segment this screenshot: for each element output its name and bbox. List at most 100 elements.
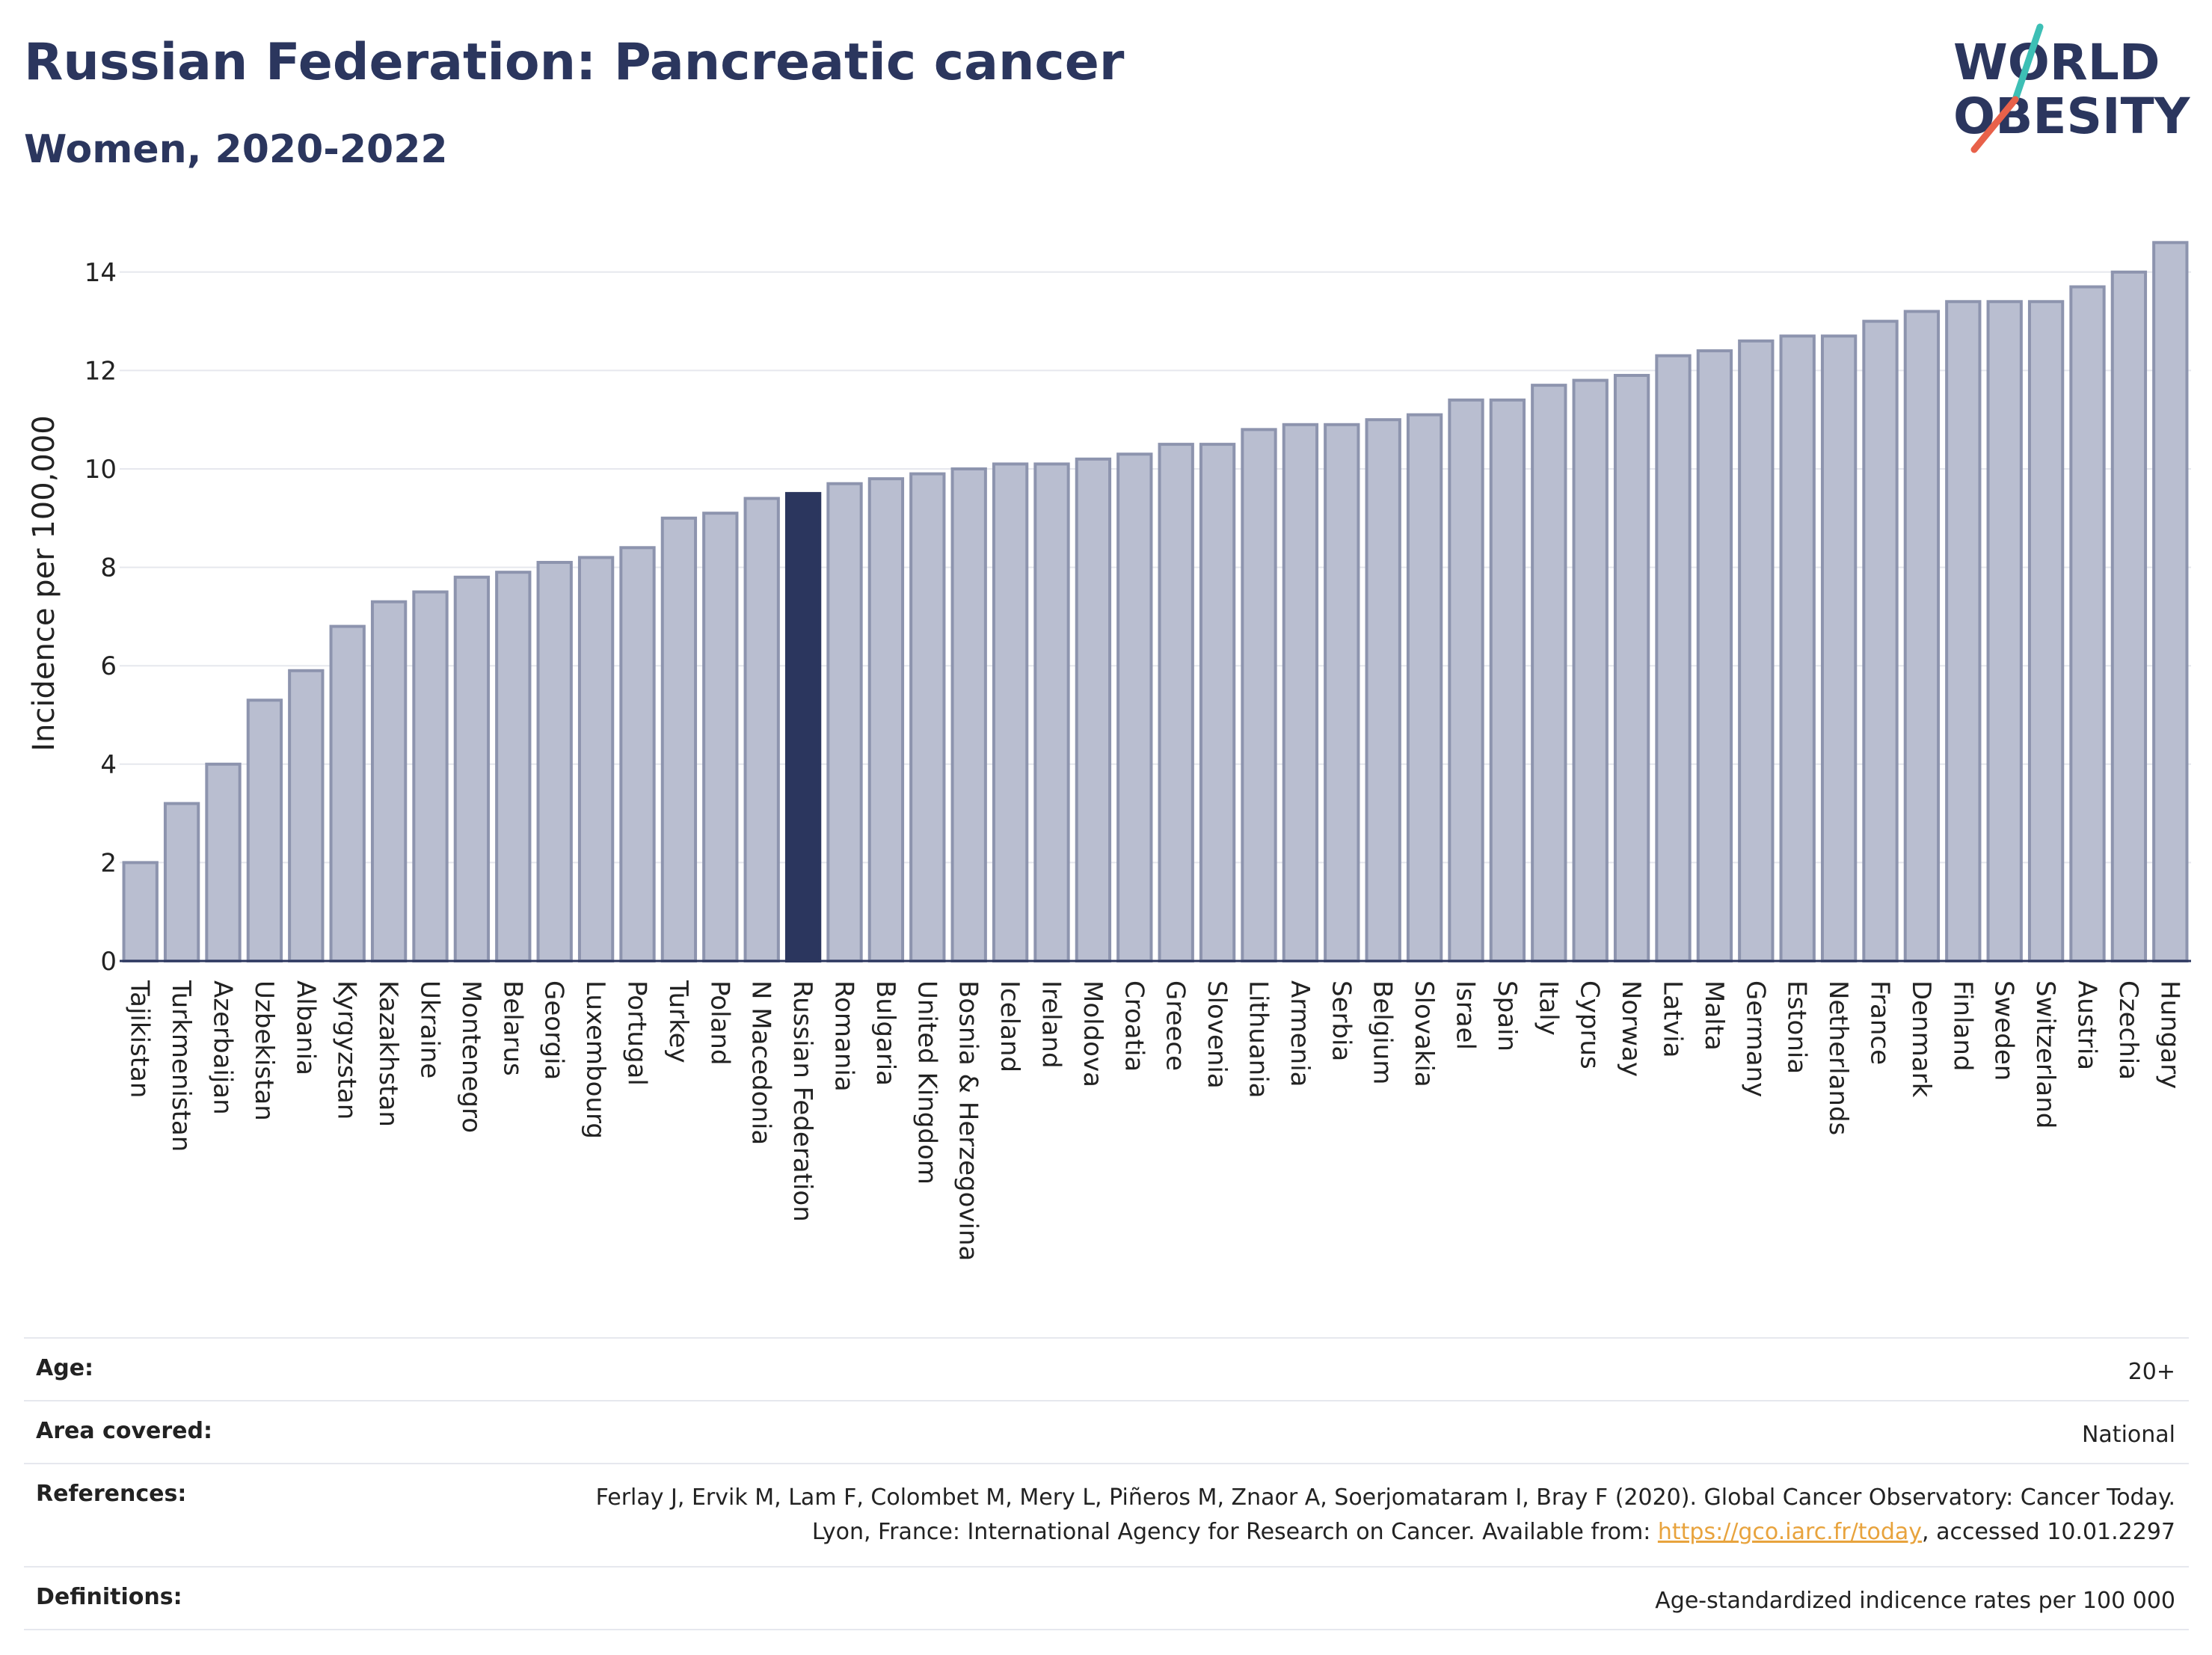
bar [329, 624, 366, 962]
bar [122, 861, 159, 963]
bar [246, 698, 283, 962]
x-tick-label: Belgium [1368, 980, 1398, 1084]
x-tick-label: Serbia [1326, 980, 1356, 1061]
x-tick-label: Ukraine [415, 980, 445, 1078]
bar [370, 600, 408, 962]
x-tick-label: France [1865, 980, 1895, 1065]
bar [1531, 384, 1567, 962]
x-tick-label: Russian Federation [787, 980, 817, 1222]
age-value: 20+ [2127, 1359, 2175, 1385]
x-tick-label: Czechia [2113, 980, 2143, 1080]
bar [1820, 334, 1858, 962]
x-tick-label: Croatia [1119, 980, 1149, 1072]
x-tick-label: Tajikistan [125, 980, 155, 1098]
bar [909, 472, 946, 962]
bar [536, 561, 573, 962]
chart-title: Russian Federation: Pancreatic cancer [24, 33, 1125, 92]
bar [1365, 418, 1401, 962]
y-tick-label: 12 [85, 356, 117, 386]
x-tick-label: Bulgaria [870, 980, 900, 1086]
x-tick-label: Kyrgyzstan [332, 980, 362, 1120]
x-tick-label: Denmark [1906, 980, 1936, 1098]
x-tick-label: Montenegro [456, 980, 486, 1133]
x-tick-label: Cyprus [1575, 980, 1605, 1069]
bar [1241, 428, 1277, 962]
bar [1613, 373, 1650, 963]
logo-slash-coral [1970, 96, 2019, 153]
bar [1075, 457, 1112, 962]
bar [1779, 334, 1816, 962]
bar [1738, 339, 1775, 963]
x-tick-label: Israel [1451, 980, 1481, 1050]
bar [1696, 349, 1733, 962]
x-tick-label: United Kingdom [912, 980, 941, 1185]
bar [412, 590, 449, 962]
x-tick-label: Moldova [1078, 980, 1107, 1087]
metadata-table: Age: 20+ Area covered: National Referenc… [24, 1337, 2189, 1630]
x-tick-label: Sweden [1989, 980, 2019, 1081]
x-tick-label: Georgia [539, 980, 569, 1080]
x-tick-label: Armenia [1285, 980, 1315, 1087]
y-axis-title: Incidence per 100,000 [27, 415, 61, 752]
references-text: Ferlay J, Ervik M, Lam F, Colombet M, Me… [595, 1484, 2175, 1545]
bar [1655, 354, 1692, 963]
bar [2069, 285, 2106, 963]
x-tick-label: Belarus [497, 980, 527, 1076]
bar [1406, 413, 1443, 962]
x-tick-label: Iceland [995, 980, 1024, 1072]
bar [1199, 443, 1236, 962]
x-tick-label: Slovenia [1202, 980, 1232, 1089]
x-tick-label: Ireland [1036, 980, 1066, 1069]
x-tick-label: Italy [1533, 980, 1563, 1036]
bar [1033, 462, 1070, 962]
x-tick-label: Estonia [1782, 980, 1812, 1074]
area-covered-label: Area covered: [36, 1418, 212, 1444]
bar [1282, 423, 1319, 962]
bar-chart: 0 2 4 6 8 10 12 14 Incidence per 100,000 Tajikist… [27, 241, 2191, 1261]
x-tick-label: Norway [1616, 980, 1646, 1077]
x-tick-label: Germany [1740, 980, 1770, 1097]
bar [1158, 443, 1194, 962]
meta-row-references: References: Ferlay J, Ervik M, Lam F, Co… [24, 1463, 2189, 1566]
bar [660, 516, 698, 962]
x-tick-label: Malta [1699, 980, 1729, 1051]
bar [992, 462, 1029, 962]
x-tick-label: Hungary [2154, 980, 2184, 1089]
bar [950, 467, 987, 962]
references-accessed: , accessed 10.01.2297 [1922, 1519, 2175, 1545]
logo-line-2: OBESITY [1953, 87, 2191, 145]
x-tick-label: Kazakhstan [373, 980, 403, 1127]
x-tick-label: Luxembourg [580, 980, 610, 1139]
x-tick-label: Netherlands [1823, 980, 1853, 1135]
y-tick-label: 14 [85, 258, 117, 288]
bar [1116, 452, 1153, 962]
definitions-label: Definitions: [36, 1584, 182, 1610]
meta-row-age: Age: 20+ [24, 1337, 2189, 1400]
bar [619, 546, 656, 962]
bar [205, 762, 242, 962]
bar [453, 575, 491, 962]
x-tick-label: Switzerland [2030, 980, 2060, 1129]
x-tick-label: Uzbekistan [249, 980, 279, 1121]
bar [2027, 300, 2065, 962]
y-tick-label: 2 [100, 848, 117, 878]
meta-row-area: Area covered: National [24, 1400, 2189, 1463]
x-tick-label: N Macedonia [746, 980, 776, 1145]
bar [1572, 378, 1609, 962]
chart-subtitle: Women, 2020-2022 [24, 127, 448, 172]
logo-slash-teal [2012, 23, 2044, 103]
x-tick-label: Finland [1947, 980, 1977, 1072]
bar [2152, 241, 2189, 962]
bar [702, 512, 739, 962]
references-value: Ferlay J, Ervik M, Lam F, Colombet M, Me… [530, 1481, 2175, 1550]
x-tick-label: Albania [290, 980, 320, 1075]
bar [163, 802, 200, 962]
bar [1324, 423, 1360, 962]
references-link[interactable]: https://gco.iarc.fr/today [1657, 1519, 1923, 1545]
age-label: Age: [36, 1355, 94, 1381]
x-tick-label: Turkmenistan [166, 980, 196, 1152]
bar [1986, 300, 2023, 962]
bar [1489, 398, 1526, 962]
y-tick-label: 8 [100, 553, 117, 583]
x-tick-label: Portugal [622, 980, 652, 1086]
